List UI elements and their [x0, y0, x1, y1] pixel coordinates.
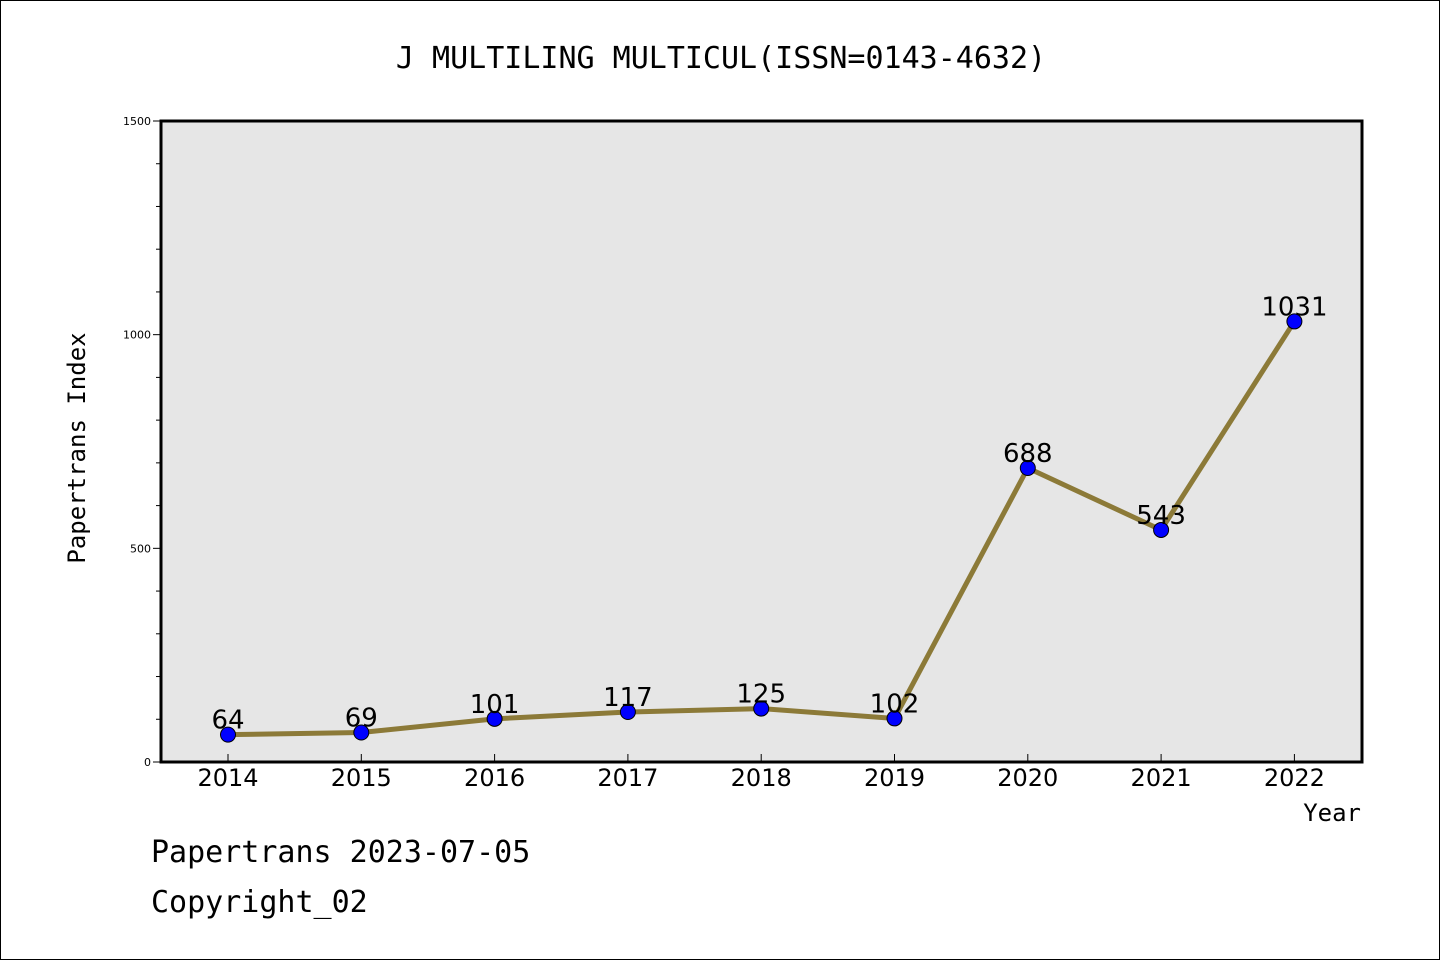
y-axis: 0 500 1000 1500	[123, 115, 161, 769]
series-group: 64 69 101 117 125 102 688 543 1031	[211, 292, 1327, 743]
y-tick-label: 1000	[123, 329, 151, 342]
x-axis-label: Year	[1303, 799, 1361, 827]
data-point	[1286, 313, 1303, 330]
data-label: 64	[211, 706, 244, 736]
data-label: 117	[603, 683, 653, 713]
data-point	[753, 700, 770, 717]
data-label: 688	[1003, 439, 1053, 469]
y-tick-label: 500	[130, 542, 151, 555]
x-tick-label: 2015	[331, 764, 392, 792]
data-point	[1019, 459, 1036, 476]
x-tick-label: 2016	[464, 764, 525, 792]
x-tick-label: 2018	[731, 764, 792, 792]
data-point	[886, 710, 903, 727]
x-axis: 2014 2015 2016 2017 2018 2019 2020 2021 2022	[197, 754, 1325, 792]
data-label: 125	[736, 680, 786, 710]
plot-area	[159, 119, 1364, 764]
y-axis-label: Papertrans Index	[63, 332, 91, 563]
data-point	[486, 710, 503, 727]
chart-title: J MULTILING MULTICUL(ISSN=0143-4632)	[396, 41, 1046, 76]
footer-copyright: Copyright_02	[151, 885, 368, 920]
data-point	[353, 724, 370, 741]
data-label: 543	[1136, 501, 1186, 531]
data-label: 69	[345, 704, 378, 734]
data-label: 102	[870, 689, 920, 719]
footer-date: Papertrans 2023-07-05	[151, 835, 531, 870]
data-point	[1153, 521, 1170, 538]
x-tick-label: 2022	[1264, 764, 1325, 792]
x-tick-label: 2017	[597, 764, 658, 792]
data-label: 1031	[1261, 292, 1327, 322]
y-tick-label: 0	[144, 756, 151, 769]
x-tick-label: 2014	[197, 764, 258, 792]
x-tick-label: 2019	[864, 764, 925, 792]
y-tick-label: 1500	[123, 115, 151, 128]
x-tick-label: 2021	[1131, 764, 1192, 792]
data-label: 101	[470, 690, 520, 720]
x-tick-label: 2020	[997, 764, 1058, 792]
data-point	[220, 726, 236, 743]
data-point	[619, 704, 636, 721]
